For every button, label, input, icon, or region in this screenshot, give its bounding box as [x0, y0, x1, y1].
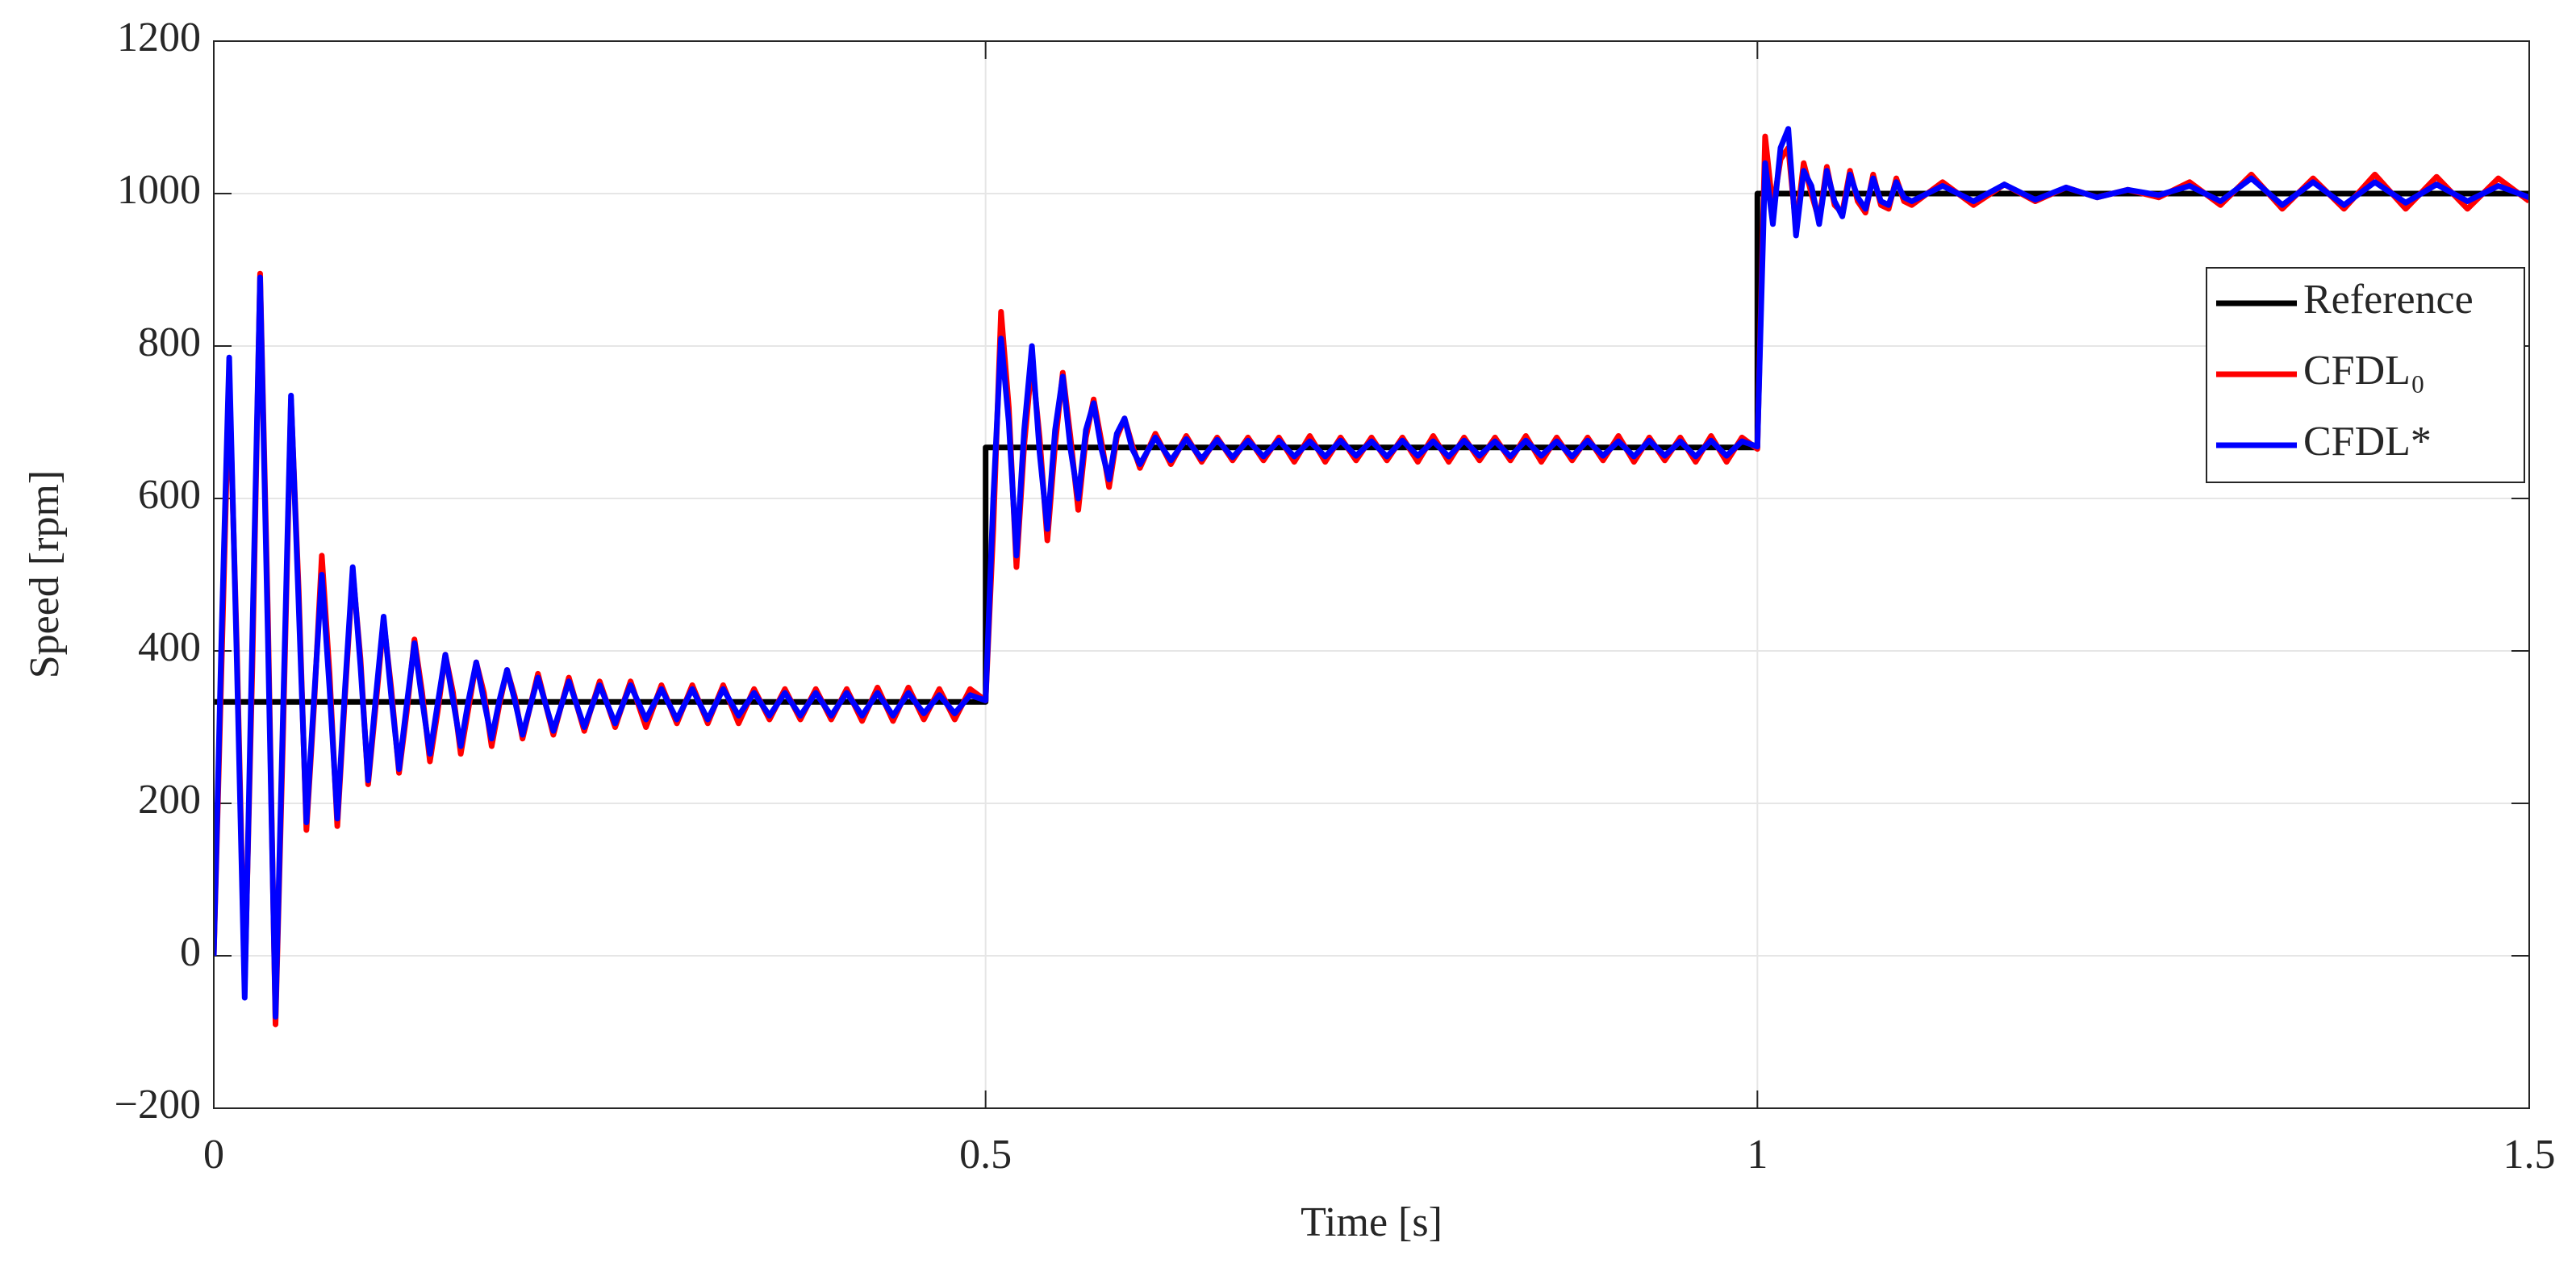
y-tick-label: 1000 [117, 167, 201, 213]
series-line [214, 126, 2529, 1020]
x-axis-label: Time [s] [1301, 1199, 1442, 1245]
y-tick-label: 800 [138, 319, 201, 365]
series-line [214, 190, 2529, 705]
y-tick-label: −200 [115, 1082, 201, 1128]
plot-background [214, 41, 2529, 1108]
y-tick-label: 0 [180, 929, 201, 975]
x-tick-label: 0 [203, 1132, 224, 1178]
x-tick-label: 1 [1747, 1132, 1768, 1178]
x-tick-label: 1.5 [2503, 1132, 2556, 1178]
y-tick-label: 200 [138, 777, 201, 823]
plot-frame [213, 40, 2530, 1109]
y-tick-label: 1200 [117, 15, 201, 60]
y-axis-label: Speed [rpm] [22, 470, 68, 678]
y-tick-label: 600 [138, 472, 201, 518]
legend-label: Reference [2303, 277, 2474, 323]
y-tick-label: 400 [138, 624, 201, 670]
x-tick-label: 0.5 [959, 1132, 1012, 1178]
legend-label: CFDL* [2303, 419, 2432, 465]
legend-label: CFDL₀ [2303, 348, 2425, 394]
